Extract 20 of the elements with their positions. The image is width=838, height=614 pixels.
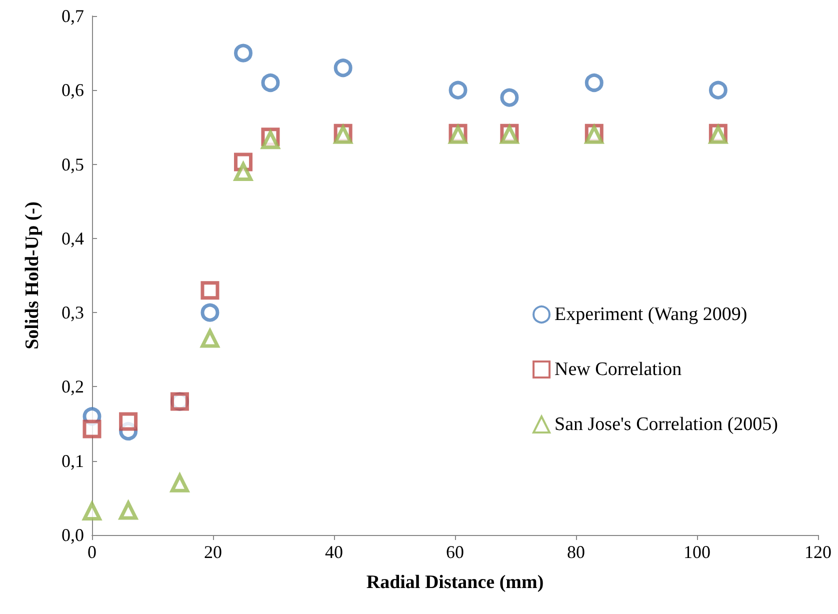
legend-label: San Jose's Correlation (2005): [554, 414, 778, 435]
x-tick-label: 120: [804, 542, 832, 562]
y-tick-label: 0,3: [62, 302, 84, 323]
y-tick-label: 0,1: [62, 450, 84, 471]
y-tick-label: 0,5: [62, 154, 84, 174]
y-tick-label: 0,2: [62, 376, 84, 397]
legend-label: New Correlation: [554, 359, 682, 380]
x-tick-label: 80: [567, 542, 585, 562]
x-axis-title: Radial Distance (mm): [366, 572, 544, 593]
x-tick-label: 60: [446, 542, 464, 562]
x-tick-label: 0: [88, 542, 96, 562]
y-tick-label: 0,4: [62, 228, 84, 248]
y-tick-label: 0,6: [62, 80, 84, 100]
legend-label: Experiment (Wang 2009): [554, 304, 748, 325]
x-tick-label: 100: [684, 542, 710, 562]
y-axis-title: Solids Hold-Up (-): [22, 202, 43, 350]
y-tick-label: 0,7: [62, 6, 84, 26]
x-tick-label: 40: [325, 542, 343, 562]
x-tick-label: 20: [204, 542, 222, 562]
y-tick-label: 0,0: [62, 525, 84, 545]
